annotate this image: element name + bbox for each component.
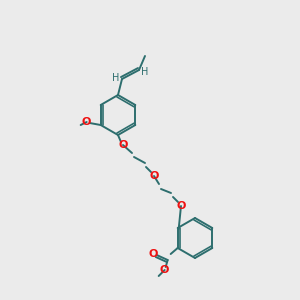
- Text: O: O: [160, 265, 169, 275]
- Text: H: H: [112, 73, 120, 83]
- Text: H: H: [141, 67, 149, 77]
- Text: O: O: [149, 249, 158, 259]
- Text: O: O: [82, 117, 92, 127]
- Text: O: O: [118, 140, 128, 150]
- Text: O: O: [176, 201, 186, 211]
- Text: O: O: [149, 171, 159, 181]
